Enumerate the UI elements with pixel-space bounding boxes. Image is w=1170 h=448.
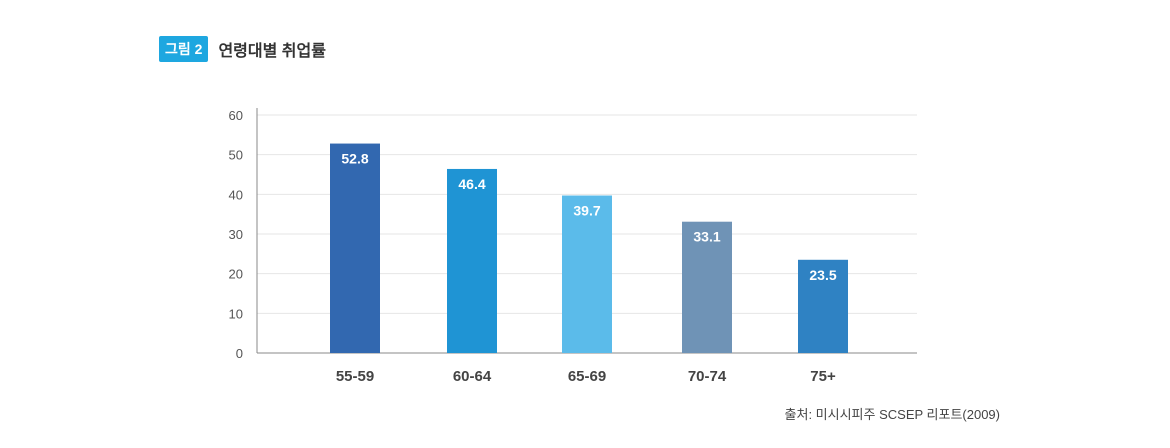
x-tick-label: 75+ bbox=[810, 368, 836, 385]
data-label: 33.1 bbox=[693, 229, 720, 245]
y-tick-label: 40 bbox=[229, 187, 243, 202]
bar bbox=[330, 143, 380, 353]
bar bbox=[447, 168, 497, 353]
data-label: 39.7 bbox=[573, 203, 600, 219]
bar bbox=[798, 259, 848, 353]
x-tick-label: 65-69 bbox=[568, 368, 606, 385]
bar bbox=[562, 195, 612, 353]
y-tick-label: 50 bbox=[229, 148, 243, 163]
source-note: 출처: 미시시피주 SCSEP 리포트(2009) bbox=[784, 407, 1000, 422]
y-tick-label: 60 bbox=[229, 108, 243, 123]
x-tick-label: 55-59 bbox=[336, 368, 374, 385]
y-tick-label: 30 bbox=[229, 227, 243, 242]
x-tick-label: 70-74 bbox=[688, 368, 727, 385]
y-tick-label: 10 bbox=[229, 306, 243, 321]
figure-header: 그림 2 연령대별 취업률 bbox=[159, 36, 326, 62]
chart-title: 연령대별 취업률 bbox=[218, 43, 326, 60]
data-label: 46.4 bbox=[458, 176, 485, 192]
x-tick-label: 60-64 bbox=[453, 368, 492, 385]
bar bbox=[682, 221, 732, 353]
y-tick-label: 0 bbox=[236, 346, 243, 361]
y-tick-label: 20 bbox=[229, 267, 243, 282]
data-label: 23.5 bbox=[809, 267, 836, 283]
figure-badge: 그림 2 bbox=[159, 36, 209, 62]
data-label: 52.8 bbox=[341, 151, 368, 167]
